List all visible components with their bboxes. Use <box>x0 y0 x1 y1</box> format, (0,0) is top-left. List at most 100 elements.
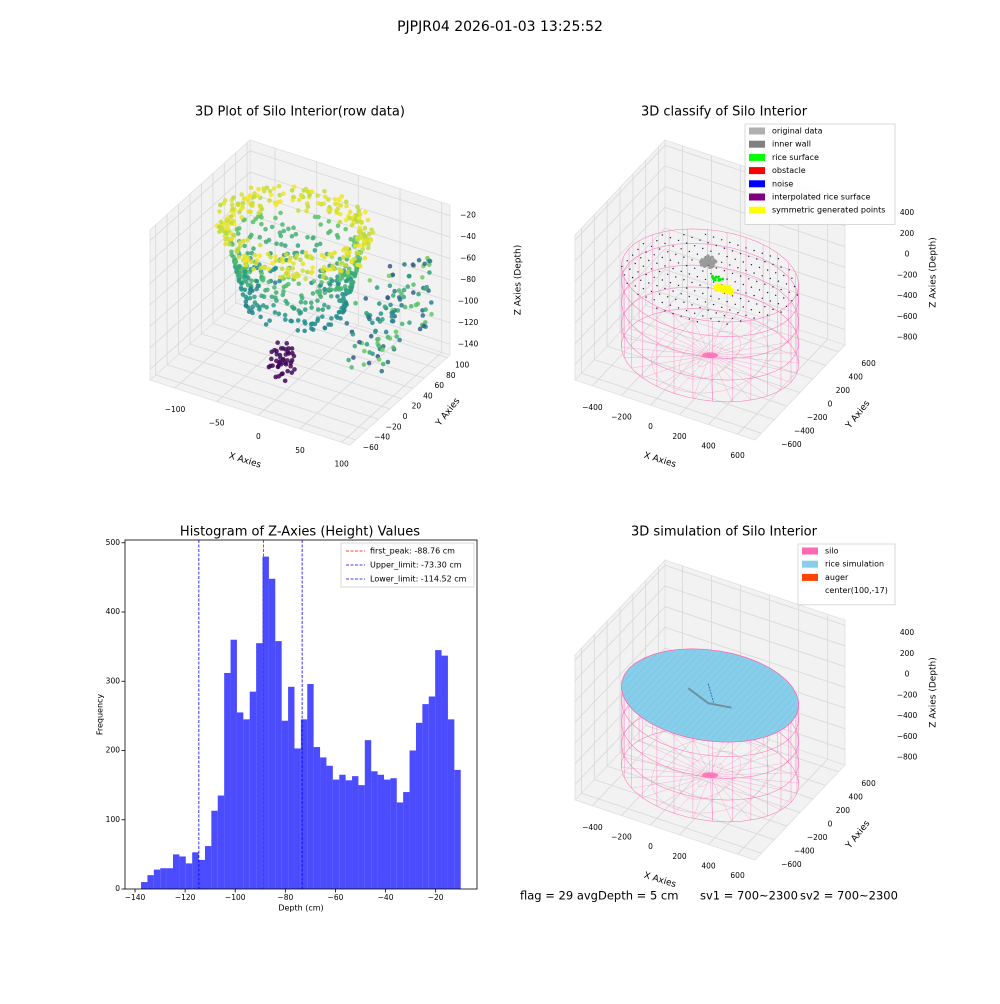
grid-line <box>645 160 826 366</box>
point <box>320 274 326 280</box>
point <box>363 209 368 215</box>
point <box>240 239 246 244</box>
auger <box>707 683 715 703</box>
z-tick-label: −800 <box>897 332 918 341</box>
point <box>311 279 317 284</box>
point <box>367 278 373 283</box>
legend-label: Lower_limit: -114.52 cm <box>370 575 467 584</box>
point <box>422 286 428 291</box>
x-axis-label: Depth (cm) <box>278 904 323 913</box>
y-tick-label: −400 <box>794 427 815 436</box>
point <box>322 286 327 292</box>
point <box>250 304 256 310</box>
point <box>326 207 331 213</box>
point <box>699 306 701 309</box>
legend-label: silo <box>825 547 839 556</box>
z-tick-label: −140 <box>458 339 479 348</box>
point <box>699 284 701 286</box>
point <box>265 251 271 257</box>
point <box>245 237 250 243</box>
point <box>753 272 755 274</box>
point <box>426 288 431 293</box>
silo-floor <box>709 355 752 401</box>
point <box>397 337 402 343</box>
point <box>285 368 290 374</box>
point <box>314 242 319 248</box>
bar <box>320 757 327 889</box>
point <box>342 307 347 313</box>
grid-line <box>619 607 801 813</box>
point <box>708 265 712 270</box>
point <box>648 282 650 284</box>
point <box>739 320 742 322</box>
point <box>312 248 318 253</box>
grid-line <box>619 187 801 393</box>
point <box>322 290 328 296</box>
point <box>224 226 229 232</box>
point <box>233 259 238 265</box>
point <box>318 222 323 227</box>
silo-floor <box>709 744 764 776</box>
point <box>416 291 421 297</box>
point <box>280 259 286 265</box>
point <box>318 294 324 300</box>
point <box>742 261 744 263</box>
point <box>300 261 306 267</box>
legend-swatch <box>802 560 818 568</box>
point <box>653 299 655 301</box>
y-tick-label: 400 <box>849 372 864 381</box>
point <box>277 192 282 198</box>
point <box>238 285 244 291</box>
point <box>315 307 321 312</box>
legend-swatch <box>749 140 765 148</box>
bar <box>339 774 346 889</box>
point <box>669 237 672 239</box>
point <box>265 287 270 293</box>
point <box>667 296 669 298</box>
silo-center <box>702 352 718 359</box>
point <box>713 286 717 291</box>
point <box>631 254 634 256</box>
silo-floor <box>709 324 764 356</box>
point <box>702 292 704 295</box>
point <box>219 225 224 230</box>
point <box>658 293 661 295</box>
point <box>245 258 250 263</box>
point <box>310 291 316 296</box>
legend-label: symmetric generated points <box>772 206 885 215</box>
point <box>392 288 397 294</box>
point <box>248 185 254 191</box>
point <box>335 315 340 320</box>
y-tick-label: 600 <box>861 779 876 788</box>
point <box>276 183 282 189</box>
grid-line <box>149 171 451 263</box>
point <box>309 189 315 194</box>
point <box>634 262 636 265</box>
point <box>223 241 228 247</box>
point <box>343 226 348 232</box>
y-tick-label: 400 <box>106 607 121 616</box>
silo-floor <box>652 314 711 356</box>
point <box>346 266 352 272</box>
point <box>745 292 747 294</box>
point <box>328 251 334 257</box>
point <box>260 303 266 308</box>
point <box>694 267 696 269</box>
x-tick-label: 200 <box>672 852 687 861</box>
point <box>390 272 396 278</box>
x-tick-label: 0 <box>648 842 653 851</box>
silo-floor <box>631 775 711 789</box>
point <box>271 186 277 191</box>
bar <box>166 868 174 889</box>
silo-floor <box>709 775 799 784</box>
point <box>688 273 690 275</box>
point <box>362 255 368 261</box>
bar <box>326 765 333 889</box>
point <box>656 240 658 242</box>
point <box>217 209 222 214</box>
point <box>305 234 310 240</box>
point <box>715 312 717 314</box>
rice-mesh <box>738 686 790 741</box>
rice-mesh <box>772 707 799 735</box>
silo-floor <box>622 337 711 356</box>
